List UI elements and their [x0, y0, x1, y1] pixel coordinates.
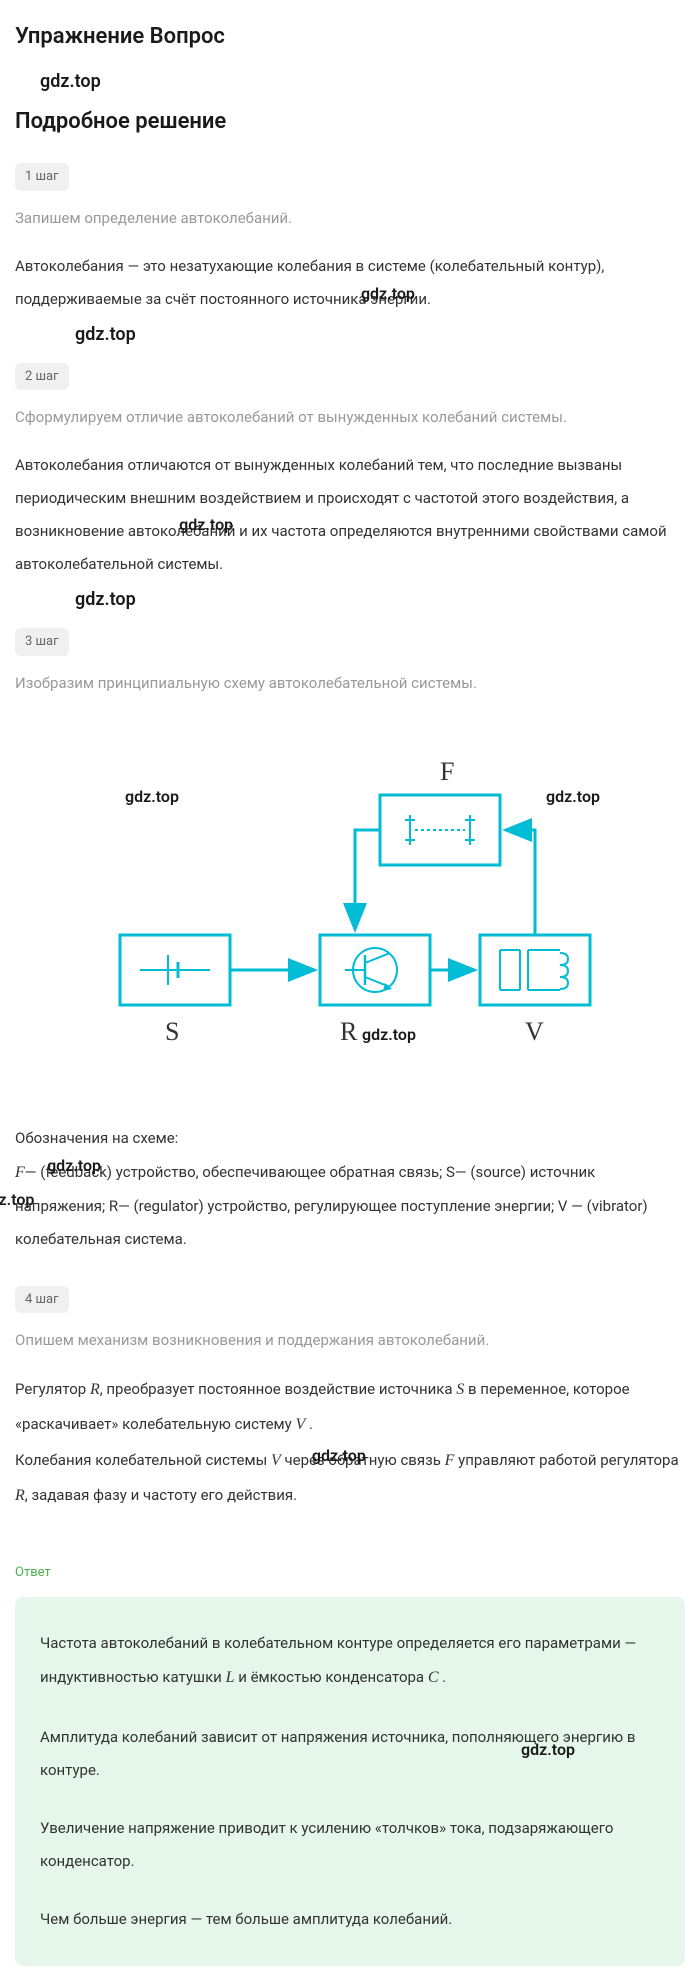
step-content: Автоколебания отличаются от вынужденных … [15, 449, 685, 581]
exercise-title: Упражнение Вопрос [15, 20, 685, 53]
var: R [15, 1487, 25, 1504]
step-2: 2 шаг Сформулируем отличие автоколебаний… [15, 363, 685, 614]
answer-p1: Частота автоколебаний в колебательном ко… [40, 1627, 660, 1695]
answer-box: Частота автоколебаний в колебательном ко… [15, 1597, 685, 1965]
text: , задавая фазу и частоту его действия. [25, 1486, 297, 1504]
step-description: Опишем механизм возникновения и поддержа… [15, 1328, 685, 1352]
step-content: Регулятор R, преобразует постоянное возд… [15, 1372, 685, 1513]
step-content: Автоколебания — это незатухающие колебан… [15, 250, 685, 316]
watermark-inline: gdz.top [47, 1148, 101, 1183]
watermark-inline: gdz.top [312, 1438, 366, 1473]
text: Регулятор [15, 1380, 90, 1398]
label-f: F [440, 757, 454, 786]
watermark-inline: gdz.top [179, 507, 233, 542]
watermark-inline: gdz.top [75, 321, 685, 348]
step-1: 1 шаг Запишем определение автоколебаний.… [15, 163, 685, 348]
step-badge: 1 шаг [15, 163, 69, 191]
watermark-top: gdz.top [40, 68, 685, 95]
circuit-diagram: gdz.top gdz.top [15, 735, 685, 1082]
label-r: R [340, 1017, 358, 1046]
section-title: Подробное решение [15, 105, 685, 138]
step-badge: 3 шаг [15, 628, 69, 656]
step-description: Изобразим принципиальную схему автоколеб… [15, 671, 685, 695]
arrow-f-r [355, 830, 380, 930]
watermark-inline: gdz.top [361, 276, 415, 311]
label-s: S [165, 1017, 179, 1046]
text: . [305, 1415, 313, 1433]
answer-p3: Увеличение напряжение приводит к усилени… [40, 1812, 660, 1878]
answer-label: Ответ [15, 1563, 51, 1583]
text: управляют работой регулятора [454, 1451, 678, 1469]
step-3: 3 шаг Изобразим принципиальную схему авт… [15, 628, 685, 1256]
legend-text: — (feedback) устройство, обеспечивающее … [15, 1163, 648, 1248]
var: C [428, 1669, 439, 1686]
step-badge: 2 шаг [15, 363, 69, 391]
label-v: V [525, 1017, 544, 1046]
text: . [438, 1668, 446, 1686]
step-4: 4 шаг Опишем механизм возникновения и по… [15, 1286, 685, 1513]
text: , преобразует постоянное воздействие ист… [100, 1380, 457, 1398]
watermark-diagram: gdz.top [546, 785, 600, 809]
text: Колебания колебательной системы [15, 1451, 271, 1469]
watermark-inline: gdz.top [0, 1182, 34, 1217]
watermark-inline: gdz.top [75, 586, 685, 613]
step-text: Автоколебания — это незатухающие колебан… [15, 257, 604, 308]
watermark-svg: gdz.top [362, 1025, 416, 1044]
watermark-diagram: gdz.top [125, 785, 179, 809]
step-text: Автоколебания отличаются от вынужденных … [15, 456, 667, 573]
step-description: Запишем определение автоколебаний. [15, 206, 685, 230]
answer-p4: Чем больше энергия — тем больше амплитуд… [40, 1903, 660, 1936]
var: V [296, 1416, 306, 1433]
legend-prefix: Обозначения на схеме: [15, 1129, 178, 1147]
step-content-after: Обозначения на схеме: gdz.top F— (feedba… [15, 1122, 685, 1256]
var: V [271, 1452, 281, 1469]
step-badge: 4 шаг [15, 1286, 69, 1314]
text: и ёмкостью конденсатора [234, 1668, 427, 1686]
var: F [445, 1452, 455, 1469]
step-description: Сформулируем отличие автоколебаний от вы… [15, 405, 685, 429]
var: R [90, 1381, 100, 1398]
arrow-v-f [505, 830, 535, 935]
watermark-answer: gdz.top [521, 1732, 575, 1767]
var-f: F [15, 1164, 25, 1181]
box-r [320, 935, 430, 1005]
box-v [480, 935, 590, 1005]
